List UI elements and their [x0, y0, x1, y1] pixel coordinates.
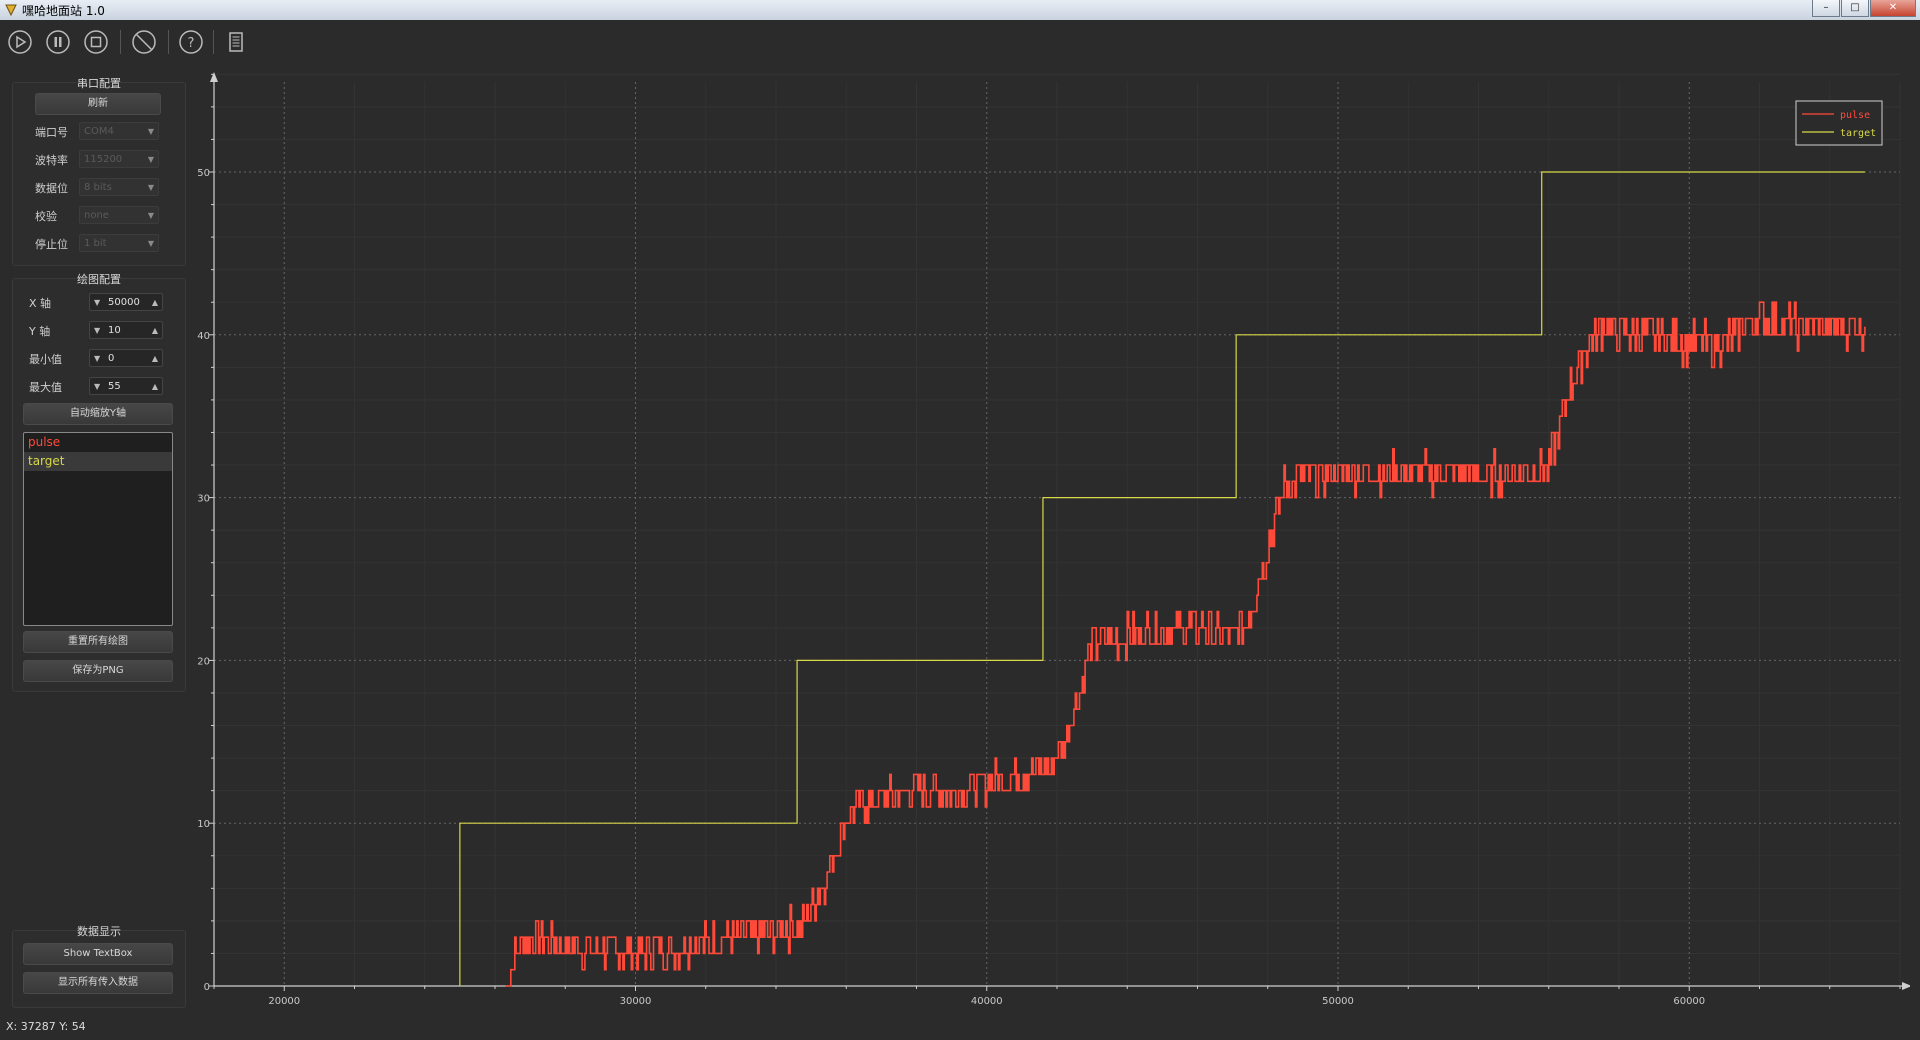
- legend-label-target: target: [1840, 128, 1876, 139]
- chevron-down-icon: ▼: [147, 127, 154, 136]
- databits-label: 数据位: [35, 182, 68, 195]
- min-label: 最小值: [29, 353, 62, 366]
- close-button[interactable]: ✕: [1870, 0, 1916, 17]
- x-tick-label: 40000: [971, 996, 1003, 1007]
- port-label: 端口号: [35, 126, 68, 139]
- y-tick-label: 10: [197, 819, 210, 830]
- x-tick-label: 60000: [1673, 996, 1705, 1007]
- forbid-icon: [132, 30, 156, 54]
- serial-config-group: 串口配置 刷新 端口号 COM4 ▼ 波特率 115200 ▼ 数据位 8 bits…: [12, 77, 186, 266]
- max-label: 最大值: [29, 381, 62, 394]
- refresh-button[interactable]: 刷新: [35, 93, 161, 115]
- plot-config-title: 绘图配置: [77, 273, 121, 286]
- curve-list[interactable]: pulse target: [23, 432, 173, 626]
- toolbar-separator: [168, 30, 169, 54]
- x-tick-label: 50000: [1322, 996, 1354, 1007]
- log-button[interactable]: [222, 28, 250, 56]
- curve-item-pulse[interactable]: pulse: [28, 435, 61, 449]
- minimize-button[interactable]: –: [1812, 0, 1840, 17]
- cursor-coordinates: X: 37287 Y: 54: [6, 1020, 86, 1033]
- y-tick-label: 50: [197, 168, 210, 179]
- max-spinbox[interactable]: ▼ 55 ▲: [89, 377, 163, 395]
- spin-up-icon[interactable]: ▲: [151, 382, 158, 391]
- x-axis-spinbox[interactable]: ▼ 50000 ▲: [89, 293, 163, 311]
- parity-select[interactable]: none ▼: [79, 206, 159, 224]
- chevron-down-icon: ▼: [147, 239, 154, 248]
- x-axis-label: X 轴: [29, 297, 52, 310]
- window-title: 嘿哈地面站 1.0: [22, 4, 105, 18]
- play-button[interactable]: [6, 28, 34, 56]
- maximize-button[interactable]: □: [1841, 0, 1869, 17]
- curve-item-target[interactable]: target: [24, 452, 172, 471]
- chevron-down-icon: ▼: [147, 183, 154, 192]
- help-icon: ?: [179, 30, 203, 54]
- chevron-down-icon: ▼: [147, 155, 154, 164]
- spin-down-icon[interactable]: ▼: [94, 382, 101, 391]
- show-textbox-button[interactable]: Show TextBox: [23, 943, 173, 965]
- legend-box: [1795, 100, 1883, 146]
- plot-config-group: 绘图配置 X 轴 ▼ 50000 ▲ Y 轴 ▼ 10 ▲ 最小值 ▼ 0 ▲ 最大值 ▼ 5…: [12, 273, 186, 692]
- plot-area[interactable]: 20000 30000 40000 50000 60000 0 10 20 30 40 50 puls…: [190, 64, 1910, 1014]
- baud-select[interactable]: 115200 ▼: [79, 150, 159, 168]
- stopbits-select[interactable]: 1 bit ▼: [79, 234, 159, 252]
- pause-button[interactable]: [44, 28, 72, 56]
- spin-up-icon[interactable]: ▲: [151, 298, 158, 307]
- clear-button[interactable]: [130, 28, 158, 56]
- spin-down-icon[interactable]: ▼: [94, 298, 101, 307]
- min-spinbox[interactable]: ▼ 0 ▲: [89, 349, 163, 367]
- x-tick-label: 30000: [620, 996, 652, 1007]
- x-axis-value: 50000: [108, 297, 140, 308]
- y-tick-label: 0: [204, 982, 210, 993]
- x-axis-arrow-icon: [1902, 982, 1910, 990]
- stopbits-value: 1 bit: [84, 238, 107, 249]
- y-tick-label: 30: [197, 494, 210, 505]
- stop-button[interactable]: [82, 28, 110, 56]
- pulse-series-line: [505, 301, 1866, 987]
- databits-value: 8 bits: [84, 182, 112, 193]
- baud-value: 115200: [84, 154, 123, 165]
- chevron-down-icon: ▼: [147, 211, 154, 220]
- y-tick-label: 20: [197, 656, 210, 667]
- document-icon: [229, 32, 243, 52]
- max-value: 55: [108, 381, 121, 392]
- toolbar: ?: [0, 20, 1920, 64]
- x-tick-label: 20000: [268, 996, 300, 1007]
- stop-icon: [84, 30, 108, 54]
- min-value: 0: [108, 353, 115, 364]
- pause-icon: [46, 30, 70, 54]
- spin-up-icon[interactable]: ▲: [151, 354, 158, 363]
- y-axis-value: 10: [108, 325, 121, 336]
- data-display-title: 数据显示: [77, 925, 121, 938]
- y-axis-spinbox[interactable]: ▼ 10 ▲: [89, 321, 163, 339]
- show-all-data-button[interactable]: 显示所有传入数据: [23, 972, 173, 994]
- y-axis-label: Y 轴: [29, 325, 51, 338]
- y-tick-label: 40: [197, 331, 210, 342]
- toolbar-separator: [120, 30, 121, 54]
- parity-value: none: [84, 210, 109, 221]
- baud-label: 波特率: [35, 154, 68, 167]
- window-controls: – □ ✕: [1811, 0, 1916, 18]
- serial-config-title: 串口配置: [77, 77, 121, 90]
- databits-select[interactable]: 8 bits ▼: [79, 178, 159, 196]
- target-series-line: [459, 171, 1865, 986]
- reset-plots-button[interactable]: 重置所有绘图: [23, 631, 173, 653]
- parity-label: 校验: [35, 210, 57, 223]
- spin-down-icon[interactable]: ▼: [94, 326, 101, 335]
- help-button[interactable]: ?: [177, 28, 205, 56]
- legend-label-pulse: pulse: [1840, 110, 1870, 121]
- data-display-group: 数据显示 Show TextBox 显示所有传入数据: [12, 925, 186, 1008]
- port-value: COM4: [84, 126, 114, 137]
- app-icon: [5, 4, 17, 17]
- stopbits-label: 停止位: [35, 238, 68, 251]
- play-icon: [8, 30, 32, 54]
- toolbar-separator: [213, 30, 214, 54]
- y-axis-arrow-icon: [210, 72, 218, 82]
- spin-down-icon[interactable]: ▼: [94, 354, 101, 363]
- spin-up-icon[interactable]: ▲: [151, 326, 158, 335]
- save-png-button[interactable]: 保存为PNG: [23, 660, 173, 682]
- autoscale-y-button[interactable]: 自动缩放Y轴: [23, 403, 173, 425]
- title-bar: 嘿哈地面站 1.0 – □ ✕: [0, 0, 1920, 21]
- port-select[interactable]: COM4 ▼: [79, 122, 159, 140]
- svg-text:?: ?: [188, 36, 195, 51]
